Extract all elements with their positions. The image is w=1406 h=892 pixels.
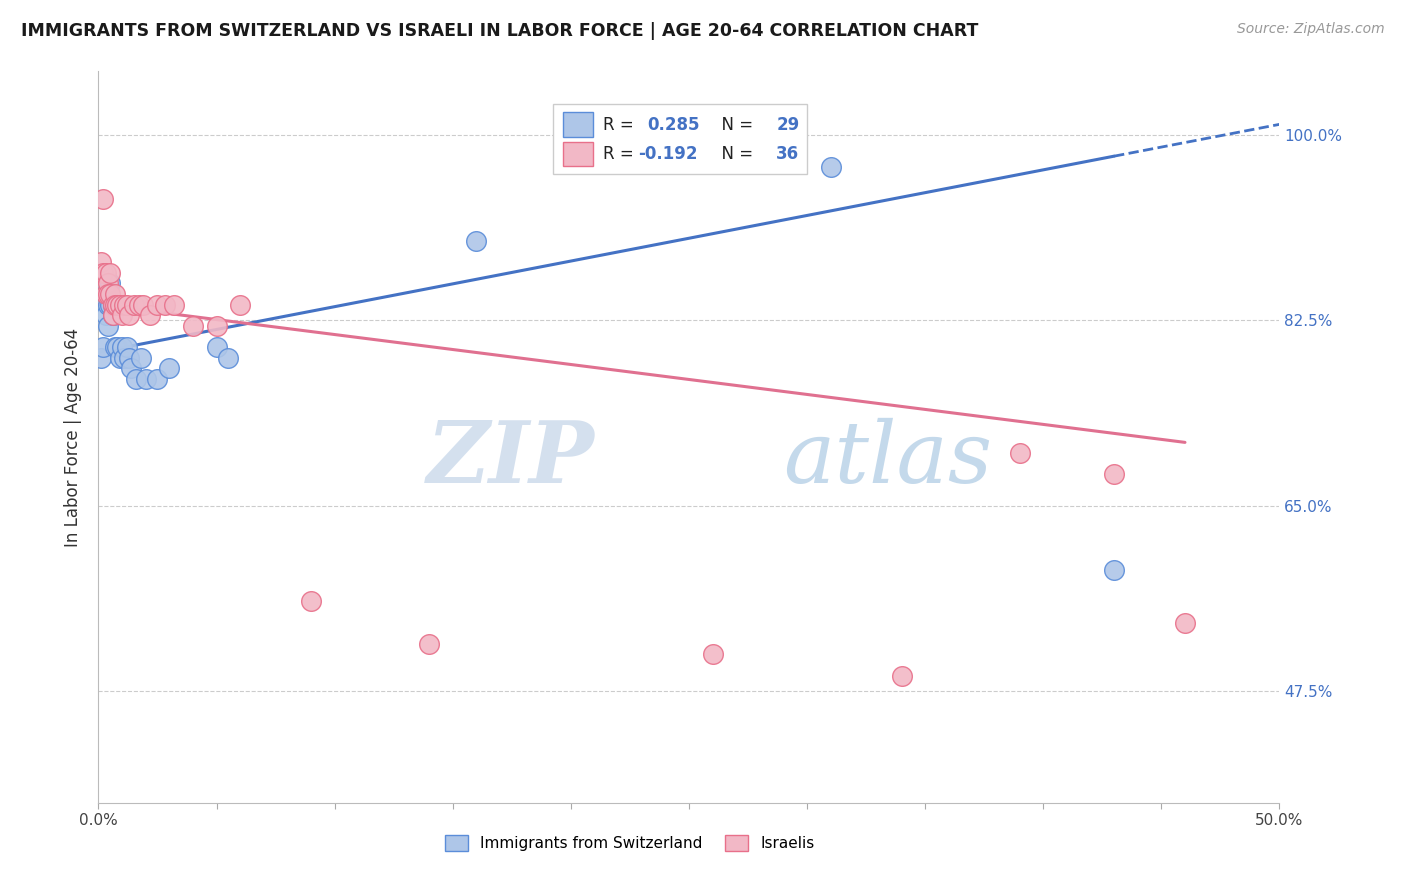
Point (299, 594, 322, 608)
Point (205, 318, 228, 333)
Point (1008, 446, 1031, 460)
Point (153, 297, 176, 311)
Point (146, 297, 169, 311)
Point (97, 297, 120, 311)
Point (94, 266, 117, 280)
Point (98, 287, 121, 301)
Point (111, 340, 134, 354)
Text: N =: N = (711, 145, 759, 163)
Point (1102, 467, 1125, 482)
Point (418, 637, 440, 651)
Text: R =: R = (603, 145, 638, 163)
Point (94, 287, 117, 301)
Point (101, 308, 124, 322)
Point (98, 266, 121, 280)
Text: -0.192: -0.192 (638, 145, 697, 163)
Text: N =: N = (711, 116, 759, 134)
Point (90, 255, 112, 269)
Text: atlas: atlas (783, 417, 993, 500)
Point (146, 372, 169, 386)
Point (181, 318, 204, 333)
Text: 36: 36 (776, 145, 800, 163)
FancyBboxPatch shape (562, 112, 593, 137)
Point (97, 287, 120, 301)
Point (91, 340, 114, 354)
Point (90, 351, 112, 365)
Point (104, 297, 127, 311)
Point (229, 297, 252, 311)
Point (132, 297, 155, 311)
Point (118, 308, 141, 322)
Point (135, 372, 157, 386)
Point (1174, 615, 1197, 630)
Point (129, 351, 152, 365)
Legend: Immigrants from Switzerland, Israelis: Immigrants from Switzerland, Israelis (439, 830, 821, 857)
Text: Source: ZipAtlas.com: Source: ZipAtlas.com (1237, 22, 1385, 37)
Point (91, 266, 114, 280)
Point (104, 340, 127, 354)
Point (91, 192, 114, 206)
Point (702, 648, 724, 662)
Text: 0.285: 0.285 (648, 116, 700, 134)
Point (101, 297, 124, 311)
Point (122, 297, 145, 311)
Point (465, 234, 488, 248)
Point (97, 318, 120, 333)
Point (890, 668, 912, 682)
Point (112, 297, 135, 311)
Point (105, 340, 128, 354)
Point (104, 297, 127, 311)
Point (121, 361, 143, 376)
Point (104, 287, 127, 301)
Point (98, 277, 121, 291)
Text: R =: R = (603, 116, 638, 134)
Point (108, 297, 131, 311)
Point (205, 340, 228, 354)
FancyBboxPatch shape (562, 142, 593, 167)
Text: IMMIGRANTS FROM SWITZERLAND VS ISRAELI IN LABOR FORCE | AGE 20-64 CORRELATION CH: IMMIGRANTS FROM SWITZERLAND VS ISRAELI I… (21, 22, 979, 40)
Point (157, 361, 180, 376)
Point (115, 297, 138, 311)
Point (139, 308, 162, 322)
Point (125, 372, 148, 386)
Text: ZIP: ZIP (426, 417, 595, 500)
Point (217, 351, 239, 365)
Point (111, 308, 134, 322)
Point (118, 351, 141, 365)
FancyBboxPatch shape (553, 104, 807, 174)
Point (94, 308, 117, 322)
Point (98, 297, 121, 311)
Point (820, 160, 842, 174)
Point (128, 297, 150, 311)
Point (163, 297, 186, 311)
Point (1102, 563, 1125, 577)
Point (97, 277, 120, 291)
Point (115, 340, 138, 354)
Point (94, 287, 117, 301)
Point (112, 351, 135, 365)
Point (105, 297, 128, 311)
Point (101, 297, 124, 311)
Point (101, 308, 124, 322)
Point (108, 351, 131, 365)
Text: 29: 29 (776, 116, 800, 134)
Y-axis label: In Labor Force | Age 20-64: In Labor Force | Age 20-64 (65, 327, 83, 547)
